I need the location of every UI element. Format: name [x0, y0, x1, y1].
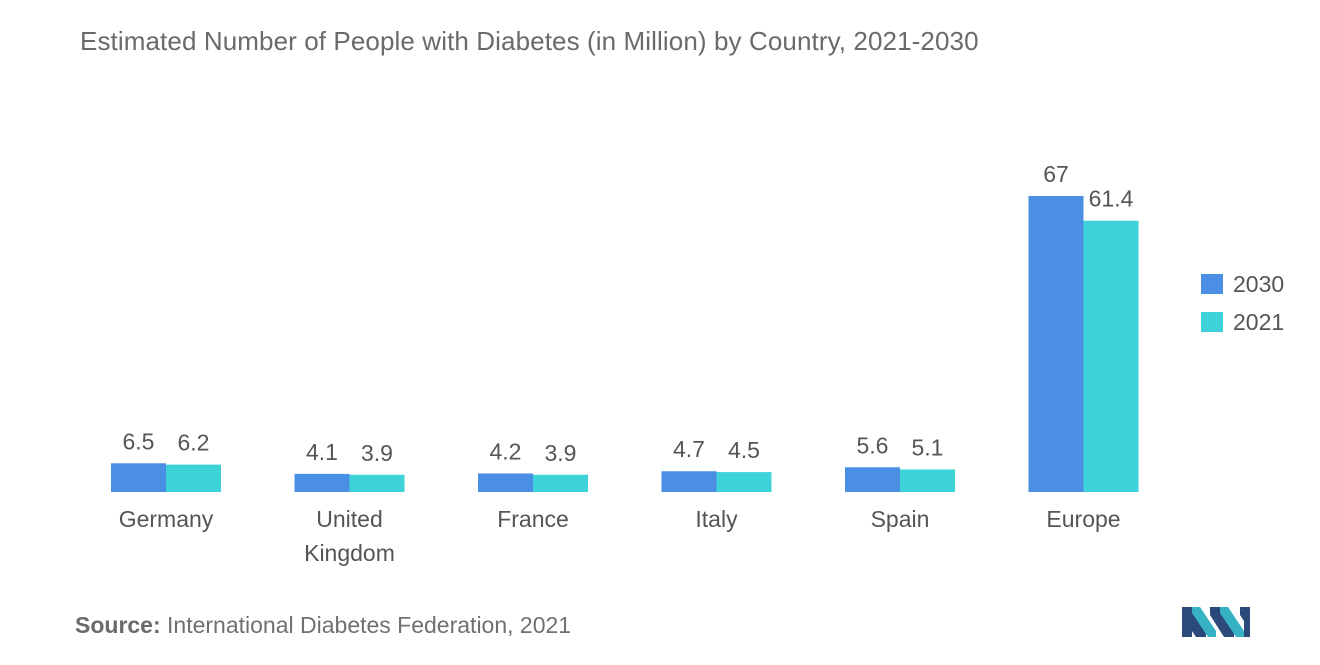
chart-title: Estimated Number of People with Diabetes… [80, 26, 979, 56]
category-label-1-line-0: United [316, 506, 382, 532]
bar-2021-3 [716, 472, 772, 492]
bar-2021-4 [900, 469, 955, 492]
value-labels-group: 6.5 6.2 4.1 3.9 4.2 3.9 4.7 4.5 5.6 5.1 67 61.4 [123, 161, 1134, 466]
bar-2030-2 [478, 473, 533, 492]
bar-2030-3 [661, 471, 717, 492]
bar-2021-1 [349, 474, 405, 492]
value-label-2030-1: 4.1 [306, 439, 338, 465]
bars-group [111, 196, 1139, 492]
category-labels-group: Germany United Kingdom France Italy Spain Euro… [119, 506, 1121, 566]
value-label-2021-0: 6.2 [178, 430, 210, 456]
source-text: International Diabetes Federation, 2021 [167, 612, 572, 638]
legend-label-2021: 2021 [1233, 309, 1284, 335]
legend-swatch-2021 [1201, 312, 1223, 332]
value-label-2021-4: 5.1 [912, 434, 944, 460]
bar-2021-5 [1083, 220, 1139, 492]
category-label-3: Italy [695, 506, 738, 532]
category-label-1-line-1: Kingdom [304, 540, 395, 566]
value-label-2030-2: 4.2 [490, 438, 522, 464]
source-note: Source: International Diabetes Federatio… [75, 612, 571, 639]
bar-2021-2 [533, 474, 588, 492]
value-label-2021-3: 4.5 [728, 437, 760, 463]
category-label-5: Europe [1046, 506, 1120, 532]
category-label-4: Spain [871, 506, 930, 532]
bar-2030-4 [845, 467, 900, 492]
bar-2030-0 [111, 463, 166, 492]
legend-swatch-2030 [1201, 274, 1223, 294]
category-label-2: France [497, 506, 569, 532]
value-label-2030-4: 5.6 [857, 432, 889, 458]
value-label-2030-3: 4.7 [673, 436, 705, 462]
legend-label-2030: 2030 [1233, 271, 1284, 297]
bar-2030-5 [1028, 196, 1084, 492]
value-label-2030-0: 6.5 [123, 428, 155, 454]
value-label-2021-2: 3.9 [545, 440, 577, 466]
mordor-intelligence-logo-icon [1182, 607, 1250, 637]
source-label: Source: [75, 612, 161, 638]
value-label-2021-5: 61.4 [1089, 186, 1134, 212]
category-label-0: Germany [119, 506, 214, 532]
value-label-2021-1: 3.9 [361, 440, 393, 466]
bar-2021-0 [166, 464, 221, 492]
bar-2030-1 [294, 473, 350, 492]
bar-chart: 6.5 6.2 4.1 3.9 4.2 3.9 4.7 4.5 5.6 5.1 67 61.4 Ger… [111, 161, 1284, 566]
value-label-2030-5: 67 [1043, 161, 1069, 187]
legend: 2030 2021 [1201, 271, 1284, 335]
